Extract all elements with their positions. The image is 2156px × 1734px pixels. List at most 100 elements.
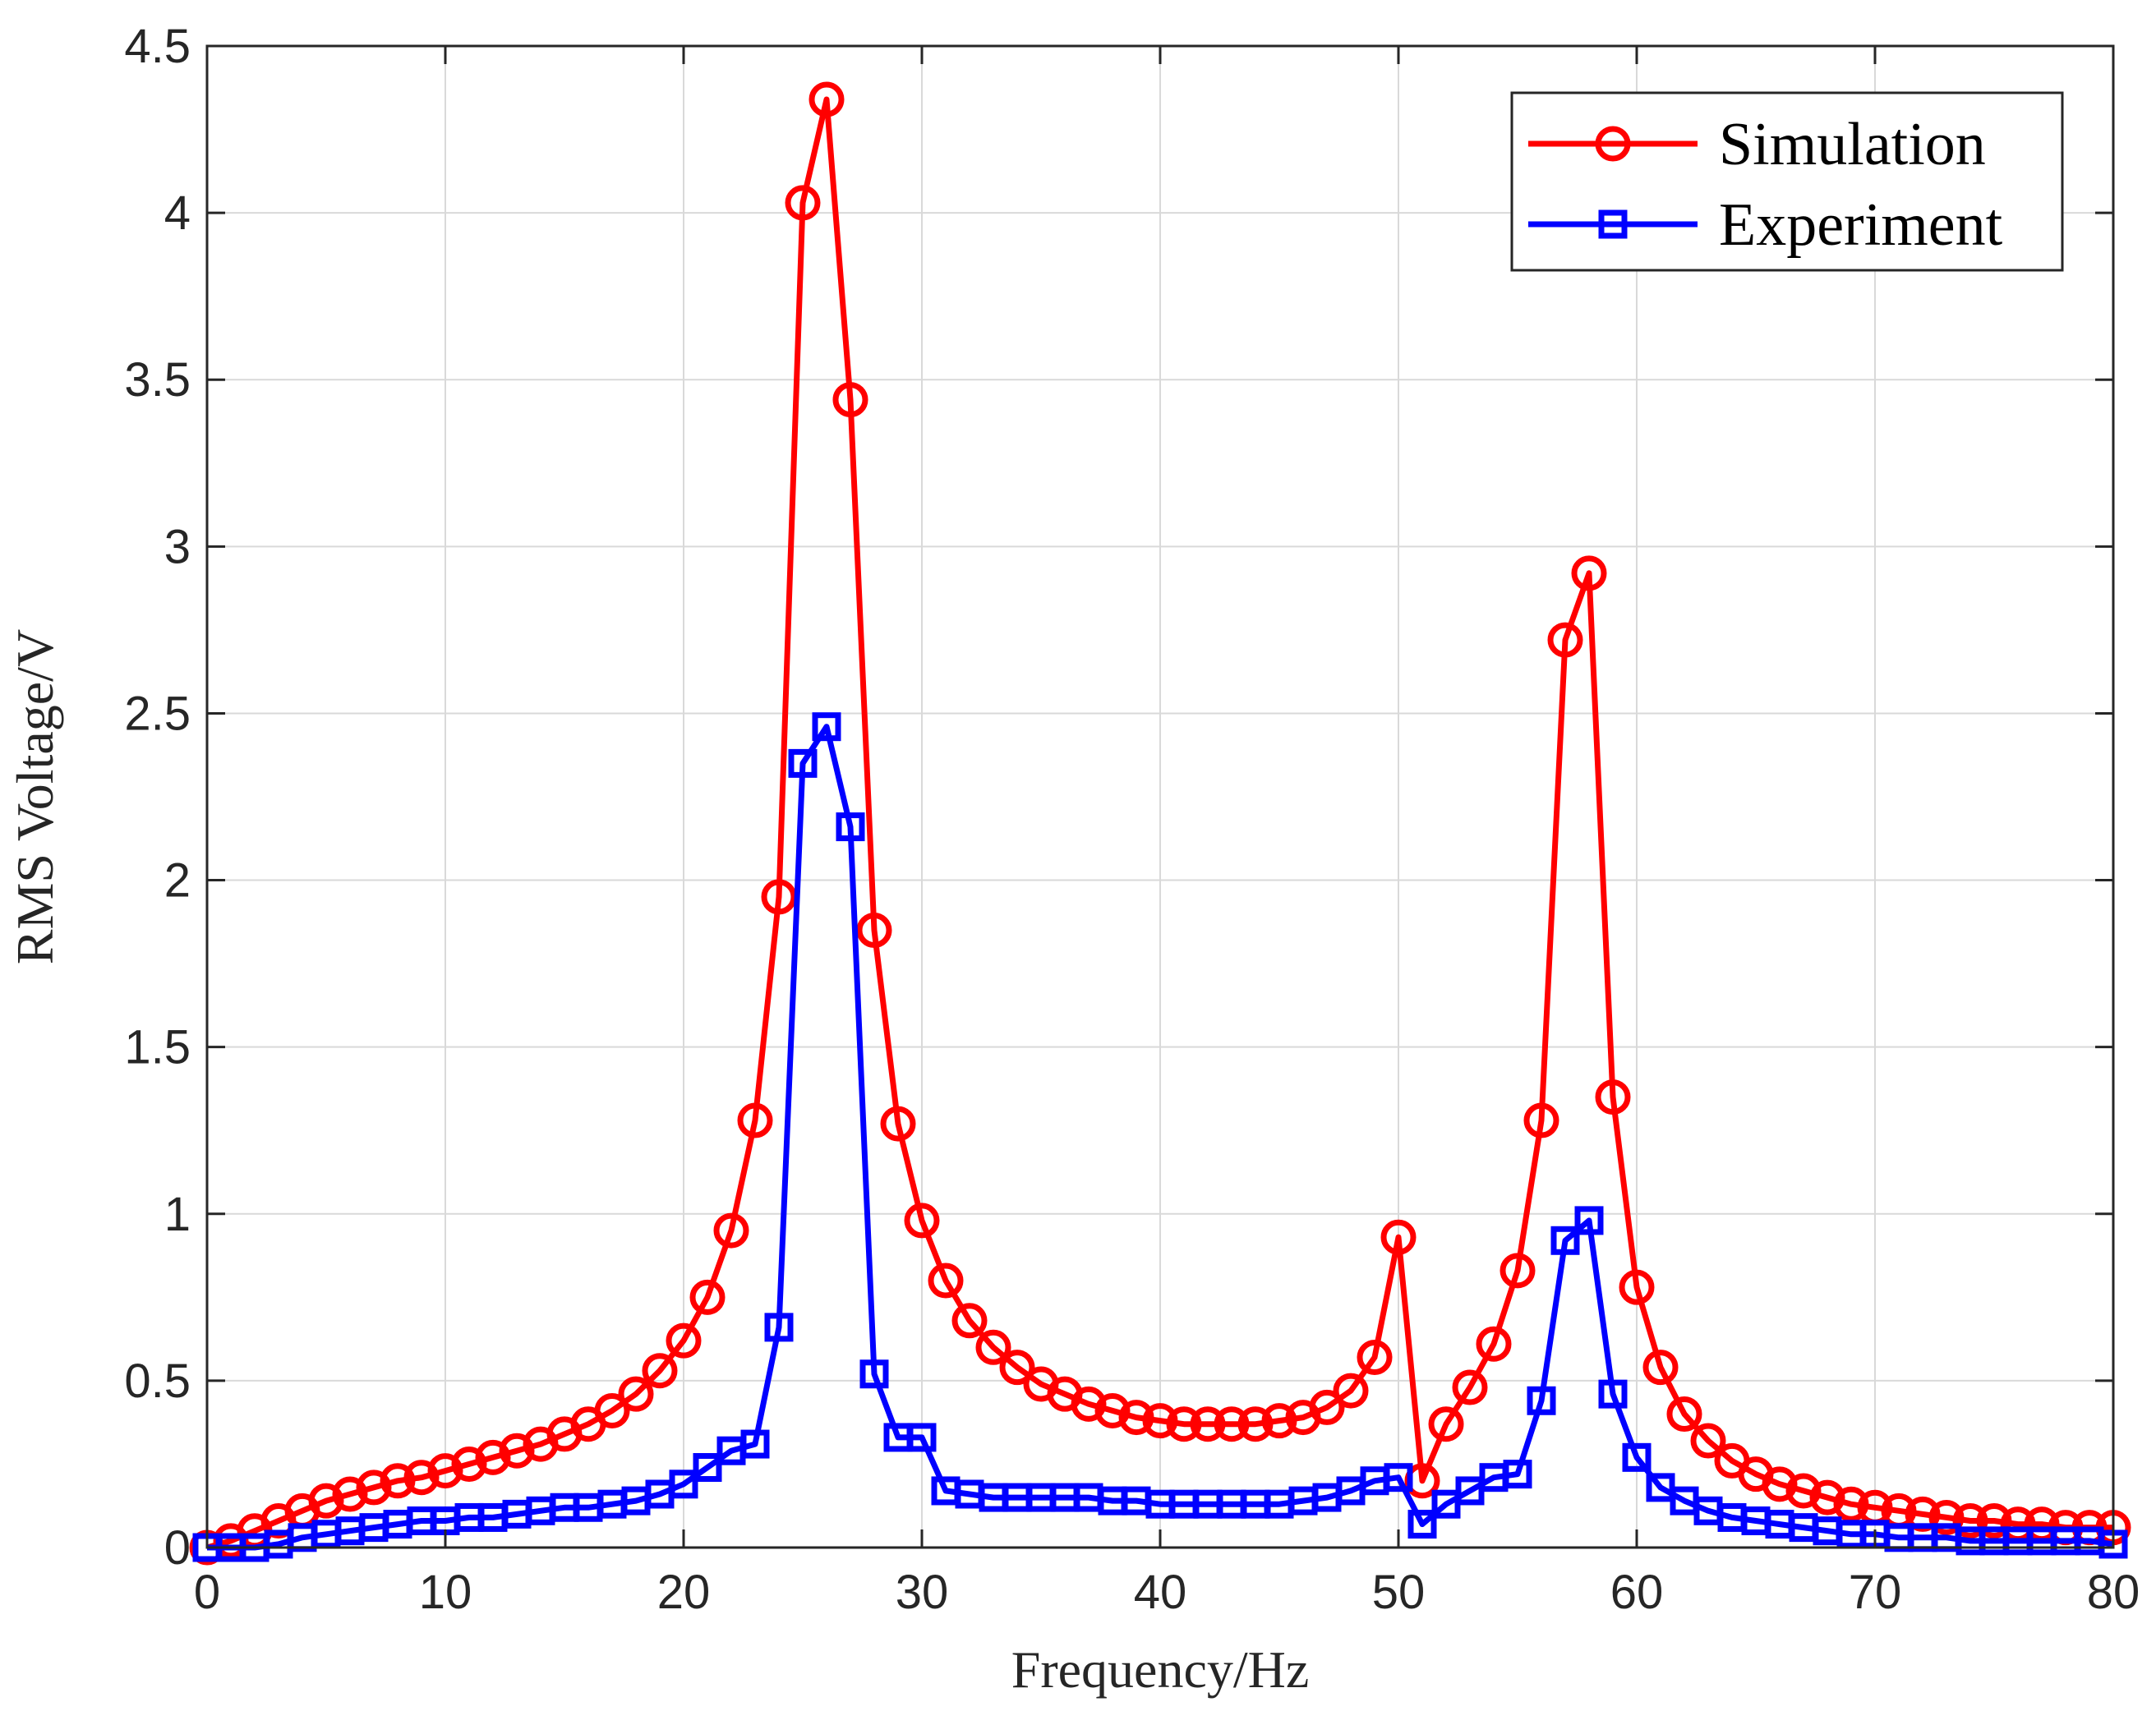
simulation-point (1166, 1406, 1202, 1442)
x-tick-label: 10 (419, 1566, 472, 1619)
simulation-point (499, 1433, 535, 1469)
axis-ticks (205, 44, 2115, 1549)
experiment-point (1384, 1463, 1413, 1493)
simulation-point (1190, 1406, 1226, 1442)
simulation-point (1571, 555, 1607, 591)
y-tick-label: 1.5 (124, 1021, 191, 1074)
simulation-point (1452, 1369, 1488, 1405)
experiment-line (207, 724, 2114, 1551)
y-axis-title: RMS Voltage/V (6, 629, 64, 964)
simulation-point (1690, 1423, 1726, 1459)
simulation-point (1071, 1386, 1107, 1422)
experiment-point (859, 1359, 889, 1389)
simulation-point (1666, 1396, 1702, 1433)
experiment-point (1574, 1206, 1604, 1235)
legend-marker-experiment (1598, 209, 1628, 239)
simulation-point (1952, 1503, 1988, 1539)
x-tick-label: 40 (1134, 1566, 1187, 1619)
simulation-point (1142, 1403, 1178, 1439)
simulation-point (1428, 1406, 1464, 1442)
y-tick-label: 4 (164, 186, 191, 240)
simulation-point (666, 1322, 702, 1359)
y-tick-label: 3.5 (124, 353, 191, 407)
simulation-point (737, 1102, 773, 1138)
simulation-point (808, 81, 845, 117)
simulation-point (403, 1460, 440, 1496)
legend-label-simulation: Simulation (1719, 111, 1986, 178)
x-axis-tick-labels: 0 10 20 30 40 50 60 70 80 (194, 1566, 2140, 1619)
simulation-point (904, 1203, 940, 1239)
simulation-point (1905, 1496, 1941, 1532)
legend: Simulation Experiment (1510, 91, 2064, 272)
simulation-point (380, 1463, 416, 1499)
simulation-point (618, 1376, 654, 1412)
experiment-point (764, 1313, 794, 1342)
simulation-point (951, 1303, 988, 1339)
plot-series (189, 81, 2131, 1566)
experiment-point (1407, 1510, 1437, 1539)
experiment-point (1622, 1442, 1652, 1472)
experiment-point (907, 1423, 937, 1452)
simulation-point (785, 185, 821, 221)
legend-entry-experiment: Experiment (1528, 191, 2003, 259)
simulation-point (1976, 1503, 2012, 1539)
experiment-point (1550, 1226, 1580, 1255)
simulation-point (1094, 1392, 1131, 1428)
simulation-point (1523, 1102, 1559, 1138)
experiment-point (1527, 1386, 1556, 1415)
experiment-series (192, 712, 2128, 1562)
x-tick-label: 30 (896, 1566, 949, 1619)
simulation-point (1380, 1219, 1417, 1255)
simulation-point (1237, 1406, 1274, 1442)
legend-label-experiment: Experiment (1719, 191, 2003, 259)
x-tick-label: 50 (1372, 1566, 1426, 1619)
simulation-point (1214, 1406, 1250, 1442)
simulation-point (880, 1106, 916, 1142)
simulation-point (1928, 1499, 1965, 1535)
x-axis-title: Frequency/Hz (1011, 1640, 1310, 1699)
experiment-point (1598, 1379, 1628, 1409)
simulation-point (1833, 1486, 1869, 1522)
simulation-point (1333, 1373, 1369, 1409)
experiment-point (669, 1470, 698, 1499)
experiment-point (836, 812, 865, 842)
simulation-point (332, 1476, 368, 1512)
y-tick-label: 0 (164, 1521, 191, 1575)
simulation-point (451, 1446, 487, 1482)
simulation-point (832, 382, 868, 418)
experiment-point (1503, 1460, 1532, 1489)
y-axis-tick-labels: 0 0.5 1 1.5 2 2.5 3 3.5 4 4.5 (124, 20, 191, 1575)
legend-entries: Simulation Experiment (1528, 111, 2003, 259)
legend-marker-simulation (1595, 126, 1631, 162)
y-tick-label: 1 (164, 1188, 191, 1241)
x-tick-label: 0 (194, 1566, 220, 1619)
legend-box (1510, 91, 2064, 272)
simulation-point (1357, 1339, 1393, 1375)
y-tick-label: 2 (164, 854, 191, 908)
x-tick-label: 60 (1610, 1566, 1664, 1619)
experiment-point (693, 1453, 722, 1483)
simulation-point (999, 1350, 1035, 1386)
simulation-point (1619, 1269, 1655, 1305)
simulation-point (975, 1329, 1011, 1365)
simulation-point (1547, 622, 1583, 658)
y-tick-label: 2.5 (124, 687, 191, 740)
experiment-point (812, 712, 841, 742)
simulation-point (689, 1279, 726, 1315)
simulation-point (308, 1483, 344, 1519)
experiment-point (740, 1429, 770, 1459)
y-tick-label: 0.5 (124, 1355, 191, 1408)
simulation-point (928, 1263, 964, 1299)
x-tick-label: 80 (2087, 1566, 2140, 1619)
legend-entry-simulation: Simulation (1528, 111, 1986, 178)
simulation-point (475, 1439, 511, 1475)
x-tick-label: 70 (1849, 1566, 1902, 1619)
simulation-point (856, 912, 892, 948)
simulation-point (1500, 1253, 1536, 1289)
simulation-point (642, 1353, 678, 1389)
simulation-point (1261, 1403, 1297, 1439)
simulation-point (594, 1392, 630, 1428)
simulation-point (1642, 1350, 1679, 1386)
